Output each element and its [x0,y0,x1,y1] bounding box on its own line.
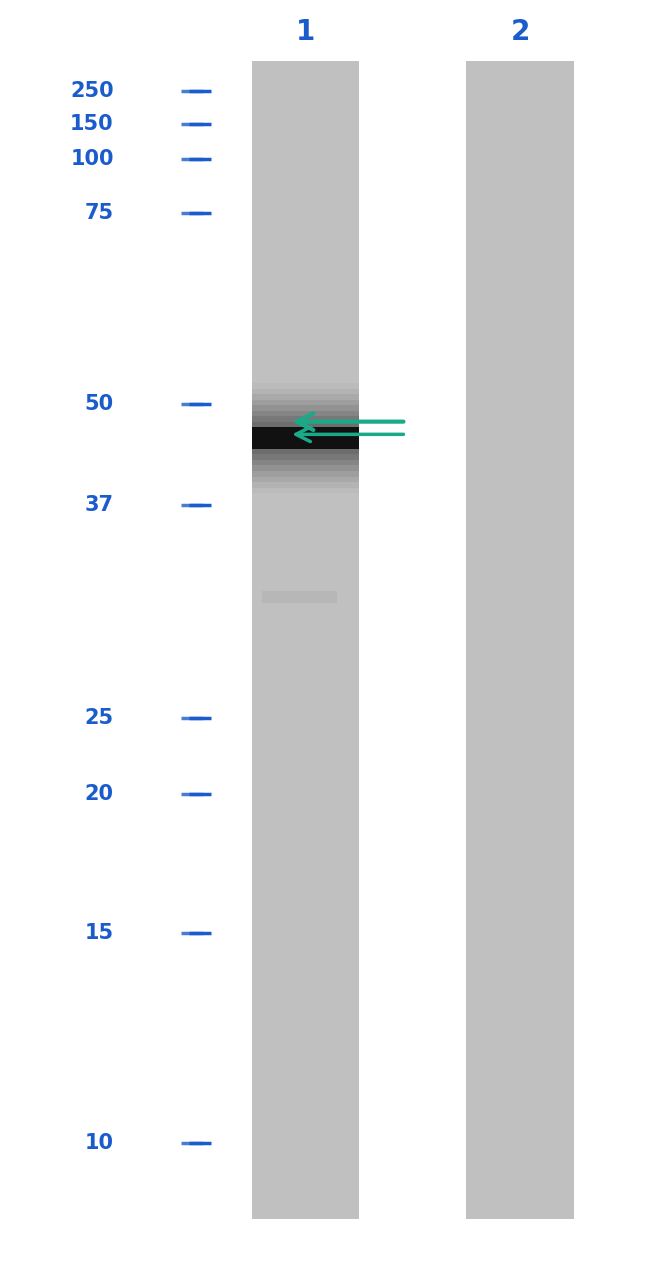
Bar [252,400,359,476]
Text: 250: 250 [70,81,114,102]
Bar [261,591,337,603]
Bar [252,405,359,471]
Text: 100: 100 [70,149,114,169]
Text: 15: 15 [84,923,114,944]
Bar [252,384,359,493]
Text: 10: 10 [84,1133,114,1153]
Bar [252,61,359,1219]
Text: 20: 20 [84,784,114,804]
Text: 150: 150 [70,114,114,135]
Bar [252,417,359,460]
Text: 50: 50 [84,394,114,414]
Bar [252,394,359,483]
Bar [467,61,573,1219]
Text: 37: 37 [84,495,114,516]
Text: 75: 75 [84,203,114,224]
Bar [252,422,359,455]
Bar [252,389,359,488]
Text: 1: 1 [296,18,315,46]
Text: 2: 2 [510,18,530,46]
Text: 25: 25 [84,707,114,728]
Bar [252,428,359,448]
Bar [252,410,359,466]
